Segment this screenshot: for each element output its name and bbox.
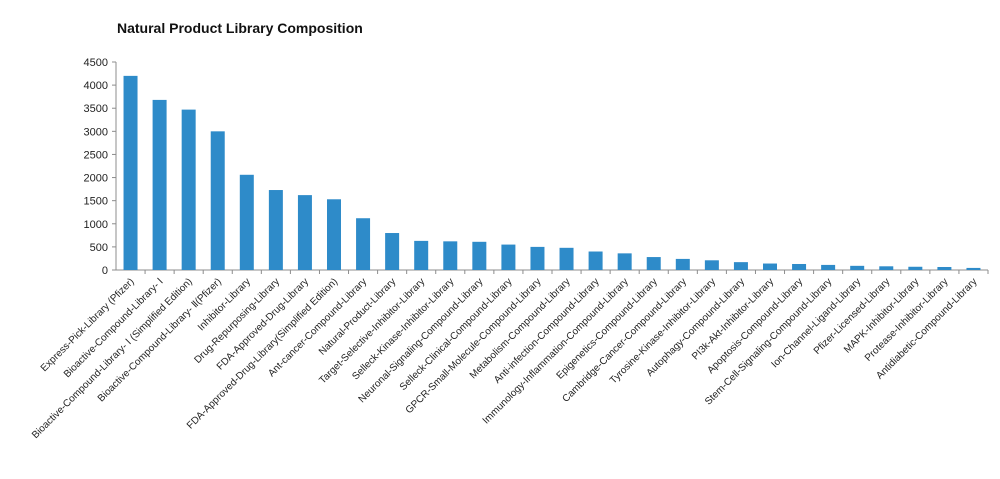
- bar: [588, 251, 603, 270]
- bar: [937, 266, 952, 270]
- x-tick-label: Tyrosine-Kinase-Inhibitor-Library: [608, 276, 718, 386]
- y-tick-label: 3000: [84, 126, 108, 138]
- bar: [327, 199, 341, 270]
- bar: [908, 266, 923, 270]
- bar: [239, 174, 254, 270]
- y-tick-label: 500: [90, 242, 108, 254]
- bar: [443, 241, 458, 270]
- bar: [763, 263, 777, 270]
- bar: [181, 109, 196, 270]
- bar: [646, 257, 661, 270]
- y-tick-label: 0: [102, 265, 108, 277]
- x-tick-label: Target-Selective-Inhibitor-Library: [317, 276, 427, 386]
- chart-title: Natural Product Library Composition: [117, 20, 363, 36]
- bar: [152, 99, 167, 270]
- bar: [210, 131, 225, 270]
- bar: [530, 246, 545, 270]
- bar: [559, 247, 574, 270]
- bar: [123, 75, 138, 270]
- x-tick-label: GPCR-Small-Molecule-Compound-Library: [404, 276, 544, 416]
- bar: [268, 190, 283, 270]
- bar: [704, 260, 719, 270]
- y-tick-label: 1000: [84, 219, 108, 231]
- y-tick-label: 2000: [84, 173, 108, 185]
- bar: [966, 267, 981, 270]
- bar: [414, 240, 429, 270]
- y-tick-label: 4000: [84, 80, 108, 92]
- x-tick-label: Anti-infection-Compound-Library: [492, 276, 602, 386]
- y-tick-label: 1500: [84, 196, 108, 208]
- bar: [501, 244, 516, 270]
- bar: [821, 264, 836, 270]
- bar: [385, 233, 400, 270]
- bar: [733, 262, 748, 270]
- bar: [356, 218, 371, 270]
- bar: [675, 258, 690, 270]
- y-tick-label: 4500: [84, 57, 108, 69]
- bar: [879, 266, 894, 270]
- bar: [617, 253, 632, 270]
- bar: [850, 265, 865, 270]
- bar: [297, 195, 312, 270]
- bar: [472, 241, 487, 270]
- y-tick-label: 3500: [84, 103, 108, 115]
- bar: [792, 263, 807, 270]
- y-tick-label: 2500: [84, 149, 108, 161]
